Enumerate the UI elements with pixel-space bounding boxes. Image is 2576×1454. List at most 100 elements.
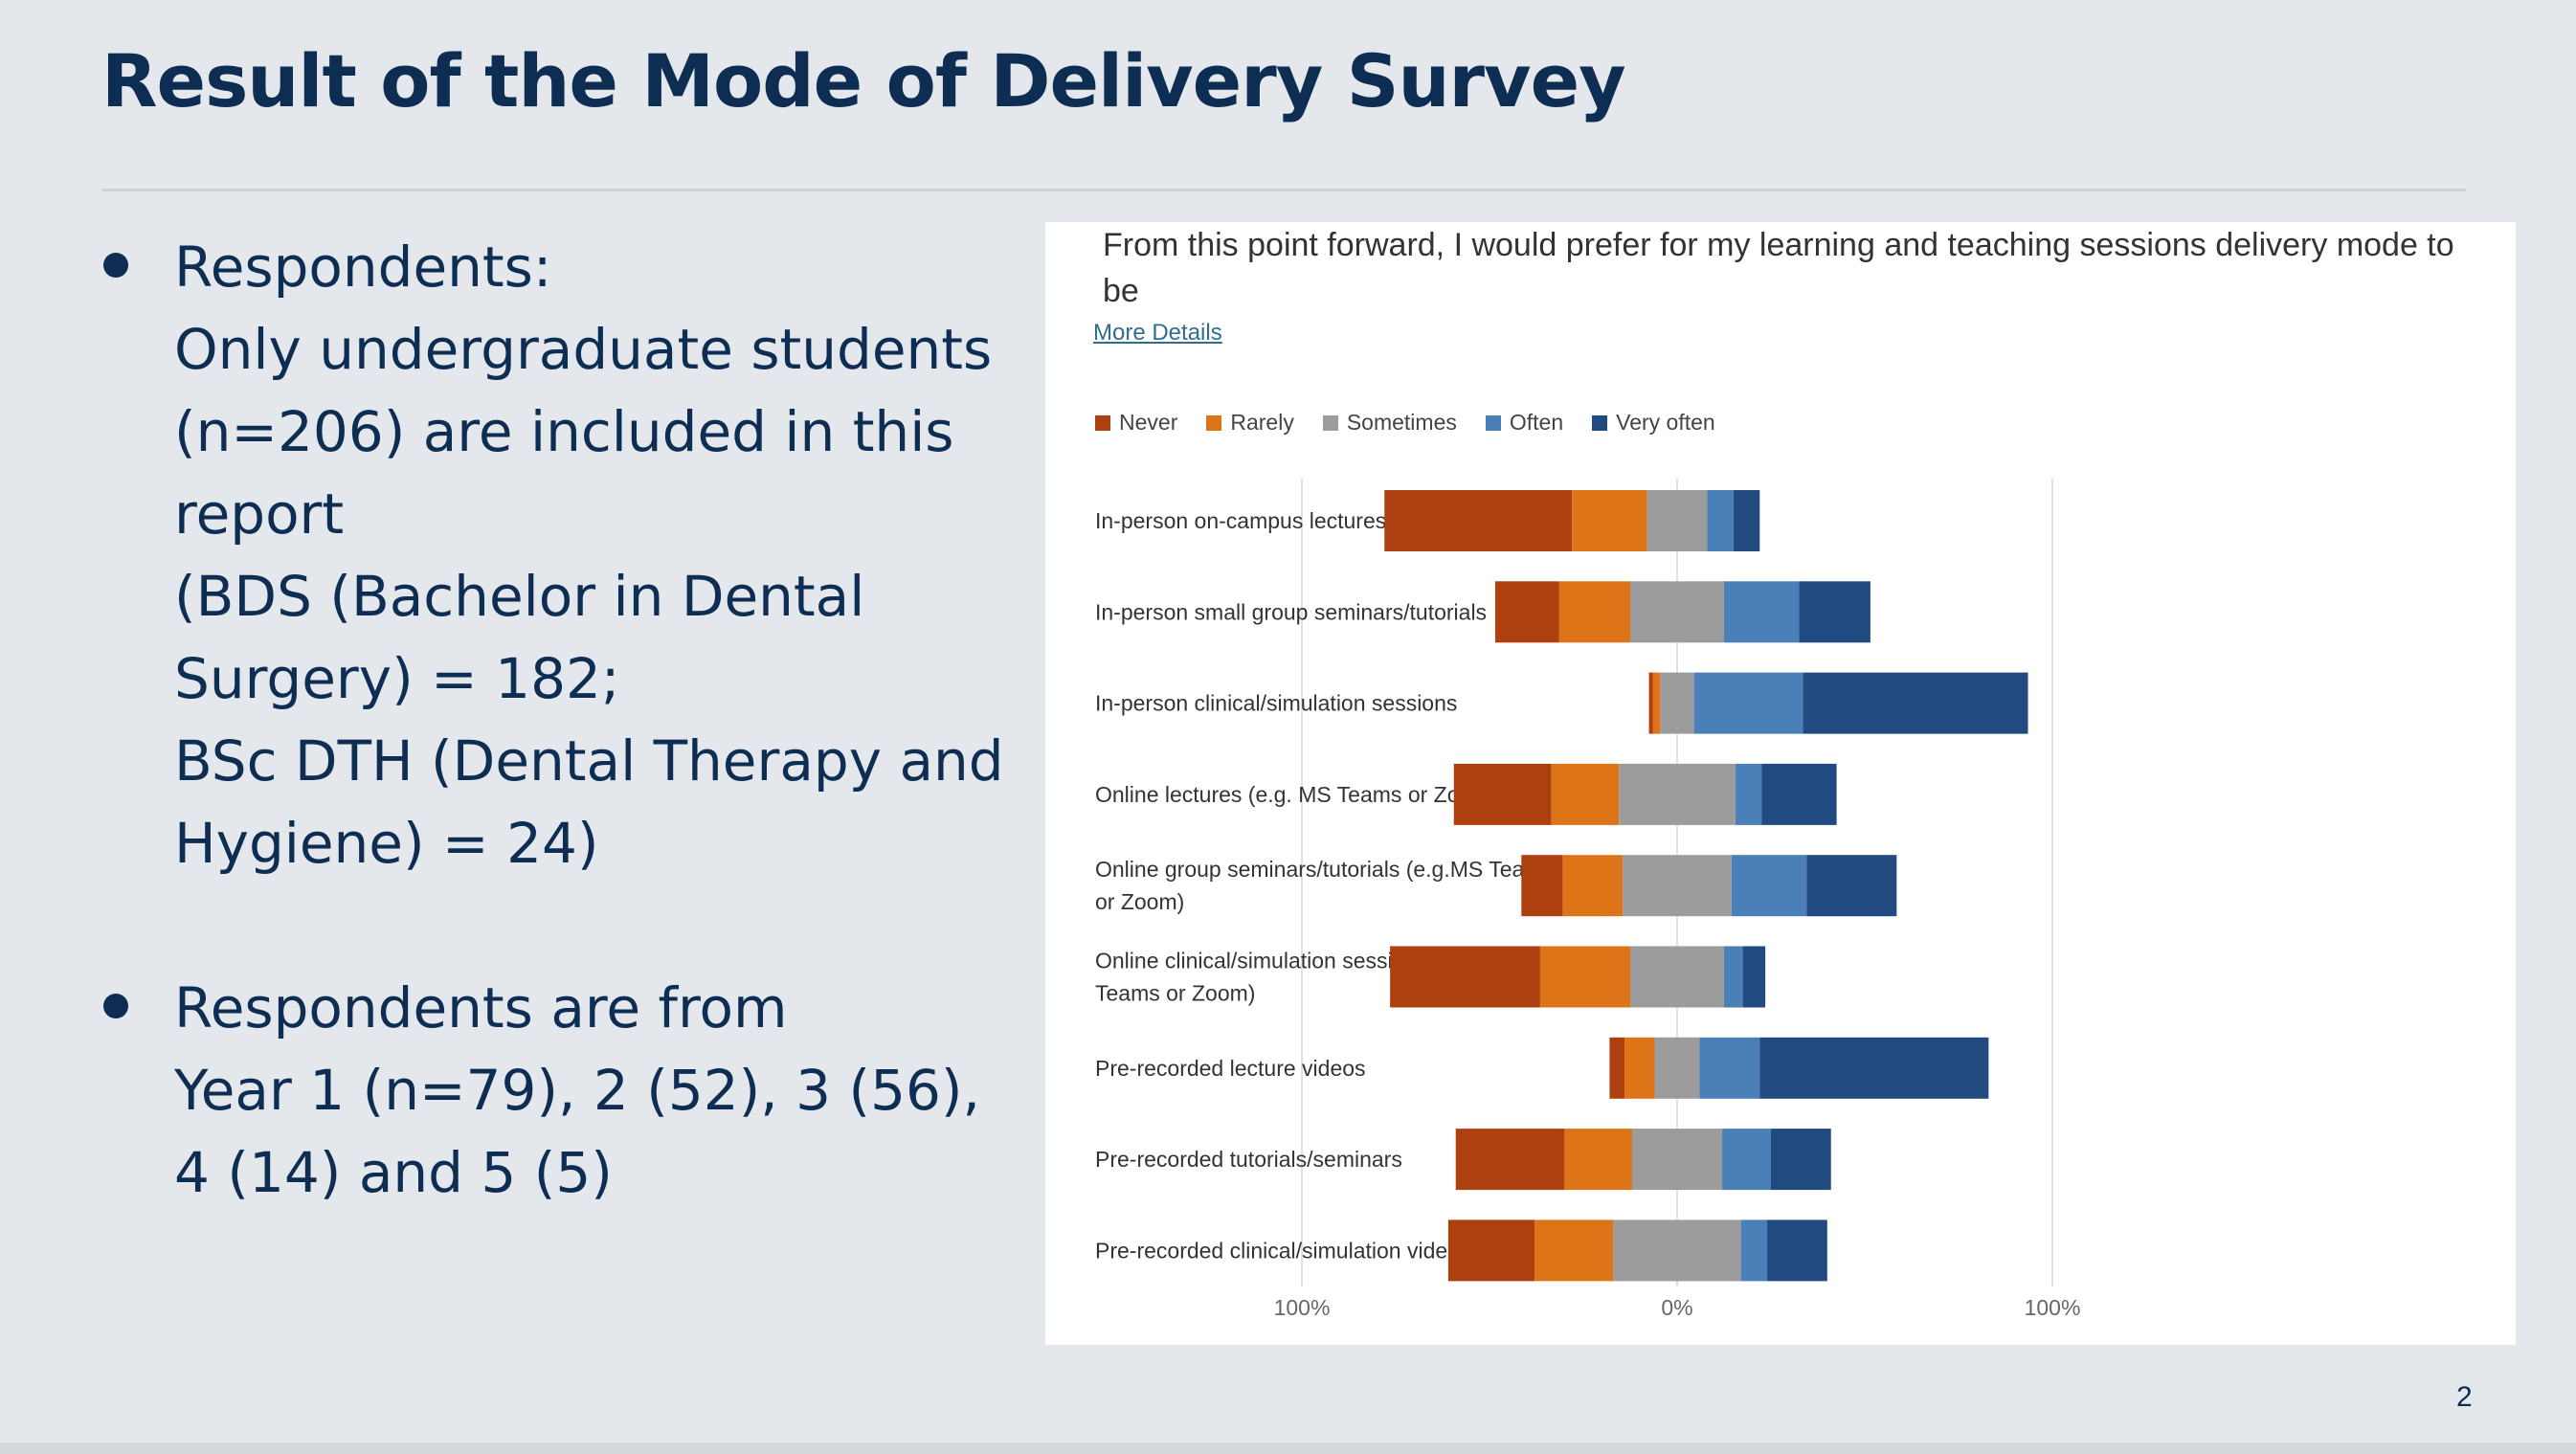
- more-details-link[interactable]: More Details: [1093, 320, 1222, 346]
- x-tick-label-0: 100%: [1274, 1295, 1331, 1320]
- category-label: Online lectures (e.g. MS Teams or Zoom): [1095, 782, 1497, 807]
- bar-segment-rarely: [1562, 855, 1624, 917]
- category-label-line: Online group seminars/tutorials (e.g.MS …: [1095, 857, 1554, 882]
- category-label-line: Teams or Zoom): [1095, 981, 1255, 1006]
- bar-segment-sometimes: [1646, 490, 1708, 551]
- legend-swatch-very-often: [1592, 414, 1608, 431]
- bar-segment-often: [1693, 672, 1803, 734]
- bullet-list: Respondents: Only undergraduate students…: [101, 226, 1004, 1214]
- bar-segment-often: [1722, 1129, 1771, 1191]
- category-label-line: In-person small group seminars/tutorials: [1095, 599, 1487, 624]
- bar-segment-sometimes: [1654, 1037, 1700, 1099]
- bar-segment-often: [1735, 763, 1762, 825]
- bar-segment-never: [1384, 490, 1573, 551]
- bar-segment-sometimes: [1613, 1219, 1741, 1282]
- bar-segment-very-often: [1767, 1219, 1827, 1282]
- bar-segment-rarely: [1539, 946, 1630, 1008]
- bar-segment-often: [1699, 1037, 1760, 1099]
- legend-label-rarely: Rarely: [1230, 410, 1294, 435]
- page-number: 2: [2456, 1381, 2473, 1413]
- bar-segment-often: [1724, 946, 1743, 1008]
- legend-item-rarely: Rarely: [1206, 410, 1294, 436]
- category-label: Online group seminars/tutorials (e.g.MS …: [1095, 857, 1554, 914]
- category-label: Pre-recorded tutorials/seminars: [1095, 1147, 1402, 1172]
- bullet-years: Respondents are from Year 1 (n=79), 2 (5…: [101, 967, 982, 1214]
- bar-segment-rarely: [1652, 672, 1661, 734]
- bullet-line: Only undergraduate students: [174, 317, 993, 382]
- bar-segment-rarely: [1624, 1037, 1655, 1099]
- category-label: In-person small group seminars/tutorials: [1095, 599, 1487, 624]
- category-label-line: In-person on-campus lectures: [1095, 508, 1386, 533]
- bullet-line: Hygiene) = 24): [174, 811, 599, 876]
- bar-segment-rarely: [1558, 581, 1630, 643]
- legend-item-often: Often: [1485, 410, 1564, 436]
- bullet-line: Surgery) = 182;: [174, 646, 620, 711]
- legend-swatch-never: [1095, 414, 1110, 431]
- legend-label-very-often: Very often: [1616, 410, 1715, 435]
- bar-segment-sometimes: [1619, 763, 1736, 825]
- bar-segment-sometimes: [1630, 946, 1724, 1008]
- bar-segment-sometimes: [1660, 672, 1694, 734]
- bar-segment-never: [1494, 581, 1559, 643]
- bar-segment-sometimes: [1631, 1129, 1723, 1191]
- bar-segment-very-often: [1733, 490, 1760, 551]
- bar-segment-very-often: [1771, 1129, 1831, 1191]
- bar-segment-very-often: [1806, 855, 1897, 917]
- category-label-line: Pre-recorded tutorials/seminars: [1095, 1147, 1402, 1172]
- category-label-line: Online lectures (e.g. MS Teams or Zoom): [1095, 782, 1497, 807]
- bullet-line: Respondents are from: [174, 975, 788, 1040]
- bar-segment-never: [1453, 763, 1552, 825]
- survey-question: From this point forward, I would prefer …: [1103, 227, 2454, 309]
- bar-segment-rarely: [1551, 763, 1620, 825]
- bar-segment-sometimes: [1623, 855, 1732, 917]
- bar-segment-rarely: [1534, 1219, 1614, 1282]
- bar-segment-often: [1724, 581, 1800, 643]
- bar-segment-often: [1731, 855, 1807, 917]
- category-label-line: or Zoom): [1095, 889, 1184, 914]
- bar-segment-very-often: [1761, 763, 1837, 825]
- category-label-line: In-person clinical/simulation sessions: [1095, 691, 1457, 716]
- category-label: Pre-recorded clinical/simulation videos: [1095, 1238, 1470, 1263]
- bullet-line: Respondents:: [174, 235, 552, 300]
- bar-segment-often: [1707, 490, 1734, 551]
- title-divider: [101, 189, 2466, 191]
- bar-segment-never: [1521, 855, 1563, 917]
- bar-segment-rarely: [1564, 1129, 1632, 1191]
- bar-segment-very-often: [1799, 581, 1870, 643]
- bar-segment-never: [1648, 672, 1653, 734]
- bar-segment-rarely: [1572, 490, 1647, 551]
- bullet-line: (BDS (Bachelor in Dental: [174, 564, 865, 629]
- bar-segment-very-often: [1759, 1037, 1989, 1099]
- bullet-line: Year 1 (n=79), 2 (52), 3 (56),: [174, 1058, 980, 1123]
- legend-swatch-sometimes: [1322, 414, 1338, 431]
- legend-item-very-often: Very often: [1592, 410, 1715, 436]
- bar-segment-never: [1609, 1037, 1625, 1099]
- legend-item-never: Never: [1095, 410, 1177, 436]
- bullet-line: 4 (14) and 5 (5): [174, 1140, 613, 1205]
- bar-segment-very-often: [1803, 672, 2028, 734]
- bullet-line: report: [174, 481, 345, 547]
- x-tick-label-2: 100%: [2025, 1295, 2081, 1320]
- category-label: Pre-recorded lecture videos: [1095, 1056, 1366, 1081]
- category-label: In-person on-campus lectures: [1095, 508, 1386, 533]
- bar-segment-often: [1740, 1219, 1768, 1282]
- legend-label-sometimes: Sometimes: [1346, 410, 1457, 435]
- bar-segment-sometimes: [1630, 581, 1724, 643]
- bar-segment-never: [1390, 946, 1540, 1008]
- slide-title: Result of the Mode of Delivery Survey: [101, 38, 1626, 123]
- bullet-dot-icon: [103, 253, 128, 278]
- survey-chart-panel: From this point forward, I would prefer …: [1045, 222, 2516, 1345]
- bottom-scroll-bar: [0, 1443, 2576, 1454]
- category-label-line: Pre-recorded clinical/simulation videos: [1095, 1238, 1470, 1263]
- bullet-line: BSc DTH (Dental Therapy and: [174, 728, 1004, 794]
- bullet-respondents: Respondents: Only undergraduate students…: [101, 226, 1004, 884]
- category-label-line: Pre-recorded lecture videos: [1095, 1056, 1366, 1081]
- bar-segment-never: [1447, 1219, 1535, 1282]
- bullet-line: (n=206) are included in this: [174, 399, 954, 464]
- bar-segment-never: [1455, 1129, 1565, 1191]
- category-label: In-person clinical/simulation sessions: [1095, 691, 1457, 716]
- diverging-bar-chart: 100% 0% 100% In-person on-campus lectures In…: [1095, 479, 2081, 1320]
- legend-label-often: Often: [1509, 410, 1564, 435]
- bar-segment-very-often: [1742, 946, 1766, 1008]
- legend-label-never: Never: [1119, 410, 1178, 435]
